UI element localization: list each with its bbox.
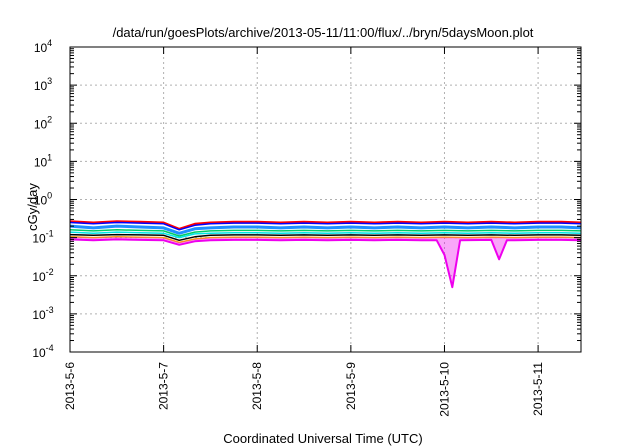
x-tick-label: 2013-5-8 [250,362,264,410]
y-tick-base: 10 [32,308,46,322]
y-tick-label: 10-2 [32,267,53,284]
y-tick-exponent: -3 [46,305,54,315]
series-line [69,238,582,289]
series-line [69,220,582,230]
x-tick-label: 2013-5-9 [344,362,358,410]
y-tick-base: 10 [34,194,48,208]
series-band [70,236,581,288]
y-tick-label: 10-1 [32,229,53,246]
y-tick-exponent: -4 [46,343,54,353]
series-line [69,236,582,244]
y-tick-base: 10 [34,117,48,131]
y-tick-base: 10 [34,79,48,93]
series-line [69,229,582,237]
y-tick-base: 10 [32,232,46,246]
x-axis-label: Coordinated Universal Time (UTC) [223,431,422,446]
series-line [69,221,582,231]
y-tick-exponent: 1 [47,152,52,162]
y-tick-base: 10 [32,346,46,360]
x-tick-label: 2013-5-10 [437,362,451,417]
y-tick-label: 10-3 [32,305,53,322]
y-tick-label: 102 [34,114,52,131]
series-line [69,233,582,242]
y-tick-label: 101 [34,152,52,169]
series-line [69,224,582,235]
y-tick-exponent: 4 [47,38,52,48]
y-tick-exponent: 3 [47,76,52,86]
y-axis-label: cGy/day [25,183,40,231]
series-line [69,231,582,239]
x-tick-label: 2013-5-11 [531,362,545,416]
x-tick-label: 2013-5-6 [63,362,77,410]
y-tick-base: 10 [34,155,48,169]
y-tick-exponent: -2 [46,267,54,277]
y-tick-label: 103 [34,76,52,93]
y-tick-label: 10-4 [32,343,53,360]
y-tick-label: 100 [34,191,52,208]
y-tick-exponent: 2 [47,114,52,124]
grid [70,47,581,352]
plot-series [69,220,582,289]
y-tick-label: 104 [34,38,52,55]
y-tick-exponent: 0 [47,191,52,201]
y-tick-base: 10 [34,41,48,55]
y-tick-exponent: -1 [46,229,54,239]
y-tick-base: 10 [32,270,46,284]
x-tick-label: 2013-5-7 [157,362,171,410]
chart-title: /data/run/goesPlots/archive/2013-05-11/1… [113,25,534,40]
